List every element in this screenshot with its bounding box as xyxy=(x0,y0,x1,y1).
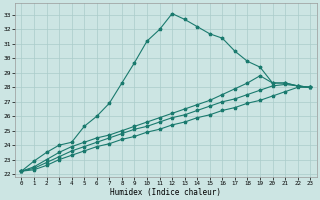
X-axis label: Humidex (Indice chaleur): Humidex (Indice chaleur) xyxy=(110,188,221,197)
